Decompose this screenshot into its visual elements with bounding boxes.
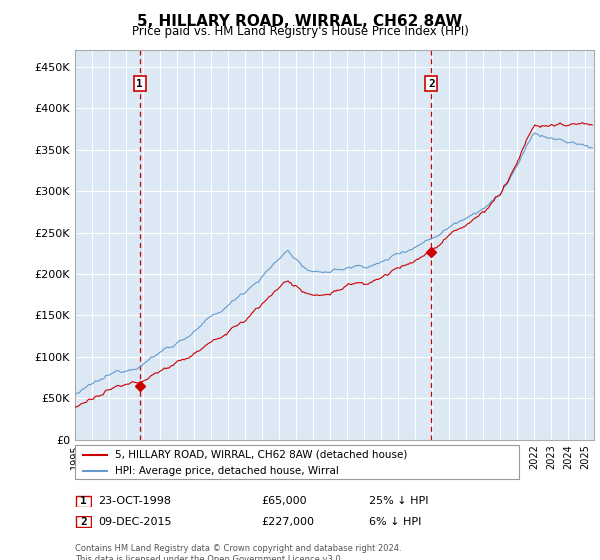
Text: 6% ↓ HPI: 6% ↓ HPI [369, 517, 421, 527]
Text: Price paid vs. HM Land Registry's House Price Index (HPI): Price paid vs. HM Land Registry's House … [131, 25, 469, 38]
Text: 23-OCT-1998: 23-OCT-1998 [98, 496, 171, 506]
Text: 5, HILLARY ROAD, WIRRAL, CH62 8AW: 5, HILLARY ROAD, WIRRAL, CH62 8AW [137, 14, 463, 29]
Text: 5, HILLARY ROAD, WIRRAL, CH62 8AW (detached house): 5, HILLARY ROAD, WIRRAL, CH62 8AW (detac… [115, 450, 407, 460]
Text: 2: 2 [80, 517, 87, 527]
Text: 09-DEC-2015: 09-DEC-2015 [98, 517, 172, 527]
Text: 1: 1 [136, 78, 143, 88]
FancyBboxPatch shape [76, 496, 91, 507]
Text: 2: 2 [428, 78, 434, 88]
Text: 1: 1 [80, 496, 87, 506]
Text: Contains HM Land Registry data © Crown copyright and database right 2024.
This d: Contains HM Land Registry data © Crown c… [75, 544, 401, 560]
FancyBboxPatch shape [75, 445, 519, 479]
Text: 25% ↓ HPI: 25% ↓ HPI [369, 496, 428, 506]
Text: HPI: Average price, detached house, Wirral: HPI: Average price, detached house, Wirr… [115, 466, 339, 477]
Text: £65,000: £65,000 [261, 496, 307, 506]
Text: £227,000: £227,000 [261, 517, 314, 527]
FancyBboxPatch shape [76, 516, 91, 528]
